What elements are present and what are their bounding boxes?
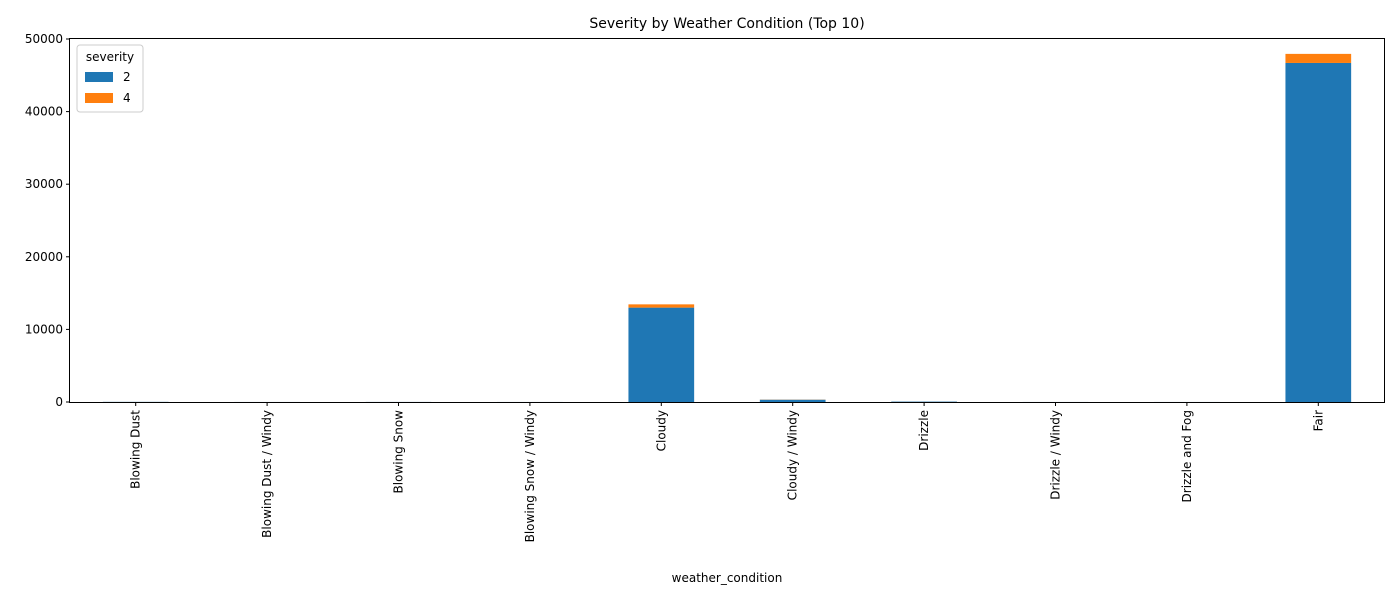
legend: severity 2 4 — [76, 44, 144, 113]
x-tick-label: Cloudy / Windy — [786, 410, 800, 500]
y-tick-label: 40000 — [25, 105, 63, 119]
x-tick-label: Drizzle and Fog — [1180, 410, 1194, 502]
plot-frame — [69, 38, 1385, 403]
x-tick-label: Blowing Snow / Windy — [523, 410, 537, 542]
y-tick-label: 20000 — [25, 250, 63, 264]
y-axis: 0 10000 20000 30000 40000 50000 — [25, 32, 70, 409]
bar-segment-severity-4 — [628, 304, 695, 308]
x-tick-label: Drizzle — [917, 410, 931, 451]
x-tick-label: Drizzle / Windy — [1049, 410, 1063, 500]
legend-label: 4 — [123, 91, 131, 105]
legend-title: severity — [86, 50, 134, 64]
bar-segment-severity-4 — [1285, 53, 1352, 63]
bar-segment-severity-2 — [628, 307, 695, 402]
y-tick-label: 50000 — [25, 32, 63, 46]
legend-swatch-severity-2 — [85, 72, 113, 82]
bars-group — [102, 53, 1352, 402]
x-tick-label: Blowing Dust — [129, 410, 143, 489]
x-tick-label: Blowing Snow — [392, 410, 406, 494]
y-tick-label: 30000 — [25, 177, 63, 191]
y-tick-label: 10000 — [25, 322, 63, 336]
legend-swatch-severity-4 — [85, 93, 113, 103]
x-axis: Blowing Dust Blowing Dust / Windy Blowing … — [129, 402, 1325, 542]
bar-segment-severity-2 — [1285, 62, 1352, 402]
x-tick-label: Fair — [1311, 410, 1325, 431]
chart-title: Severity by Weather Condition (Top 10) — [589, 16, 864, 32]
legend-label: 2 — [123, 70, 131, 84]
x-tick-label: Cloudy — [654, 410, 668, 451]
y-tick-label: 0 — [55, 395, 63, 409]
bar-segment-severity-2 — [759, 399, 826, 402]
x-tick-label: Blowing Dust / Windy — [260, 410, 274, 538]
x-axis-title: weather_condition — [672, 571, 783, 585]
